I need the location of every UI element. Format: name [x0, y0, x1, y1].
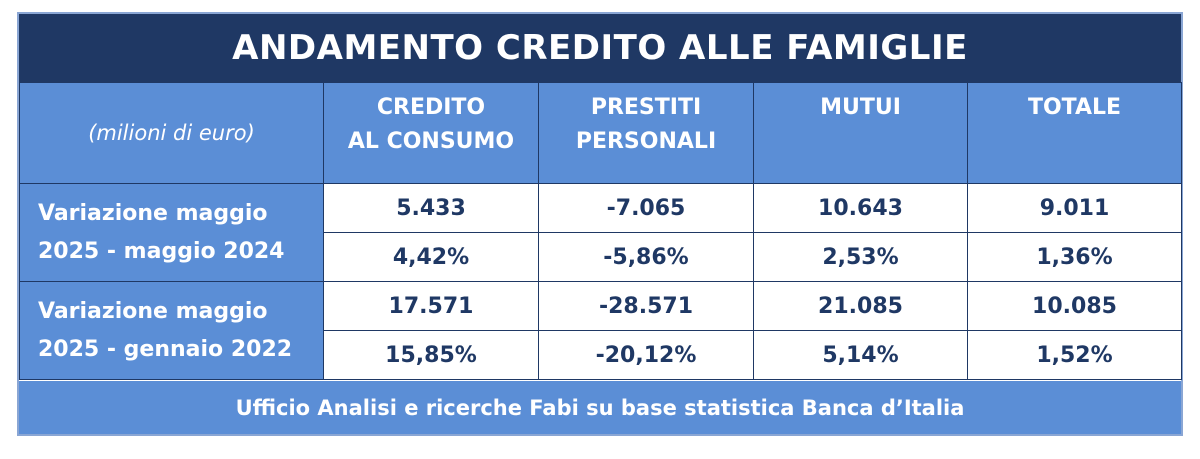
table-cell: 21.085	[753, 281, 968, 331]
row-group-label: Variazione maggio 2025 - gennaio 2022	[19, 281, 324, 380]
unit-label: (milioni di euro)	[19, 82, 324, 184]
column-header-line: AL CONSUMO	[347, 129, 515, 154]
source-footer: Ufficio Analisi e ricerche Fabi su base …	[19, 381, 1181, 434]
table-cell: 4,42%	[323, 232, 539, 282]
column-header-mutui: MUTUI	[753, 82, 968, 184]
table-cell: -7.065	[538, 183, 754, 233]
header-row: (milioni di euro) CREDITO AL CONSUMO PRES…	[19, 82, 1182, 184]
column-header-line: TOTALE	[1027, 95, 1122, 120]
table-cell: 5.433	[323, 183, 539, 233]
table-row: Variazione maggio 2025 - gennaio 2022 17.…	[19, 281, 1182, 380]
column-header-totale: TOTALE	[967, 82, 1182, 184]
table-cell: 10.643	[753, 183, 968, 233]
column-header-line: CREDITO	[376, 95, 486, 120]
credit-table: (milioni di euro) CREDITO AL CONSUMO PRES…	[19, 82, 1182, 380]
table-cell: 9.011	[967, 183, 1182, 233]
table-row: 4,42% -5,86% 2,53% 1,36%	[20, 232, 1182, 282]
table-cell: 10.085	[967, 281, 1182, 331]
page-title: ANDAMENTO CREDITO ALLE FAMIGLIE	[19, 14, 1181, 82]
row-group-label-line: Variazione maggio	[38, 298, 268, 324]
table-cell: -5,86%	[538, 232, 754, 282]
table-cell: 1,36%	[967, 232, 1182, 282]
table-cell: 15,85%	[323, 330, 539, 380]
table-cell: 1,52%	[967, 330, 1182, 380]
column-header-line: MUTUI	[820, 95, 901, 120]
row-group-label-line: 2025 - maggio 2024	[38, 238, 285, 264]
table-cell: 17.571	[323, 281, 539, 331]
table-cell: 5,14%	[753, 330, 968, 380]
table-row: 15,85% -20,12% 5,14% 1,52%	[20, 330, 1182, 380]
row-group-label: Variazione maggio 2025 - maggio 2024	[19, 183, 324, 282]
table-cell: -28.571	[538, 281, 754, 331]
column-header-line: PERSONALI	[575, 129, 717, 154]
row-group-label-line: 2025 - gennaio 2022	[38, 336, 293, 362]
table-frame	[17, 12, 1183, 436]
column-header-prestiti-personali: PRESTITI PERSONALI	[538, 82, 754, 184]
table-cell: -20,12%	[538, 330, 754, 380]
table-cell: 2,53%	[753, 232, 968, 282]
row-group-label-line: Variazione maggio	[38, 200, 268, 226]
table-row: Variazione maggio 2025 - maggio 2024 5.43…	[19, 183, 1182, 282]
column-header-line: PRESTITI	[590, 95, 702, 120]
column-header-credito-al-consumo: CREDITO AL CONSUMO	[323, 82, 539, 184]
